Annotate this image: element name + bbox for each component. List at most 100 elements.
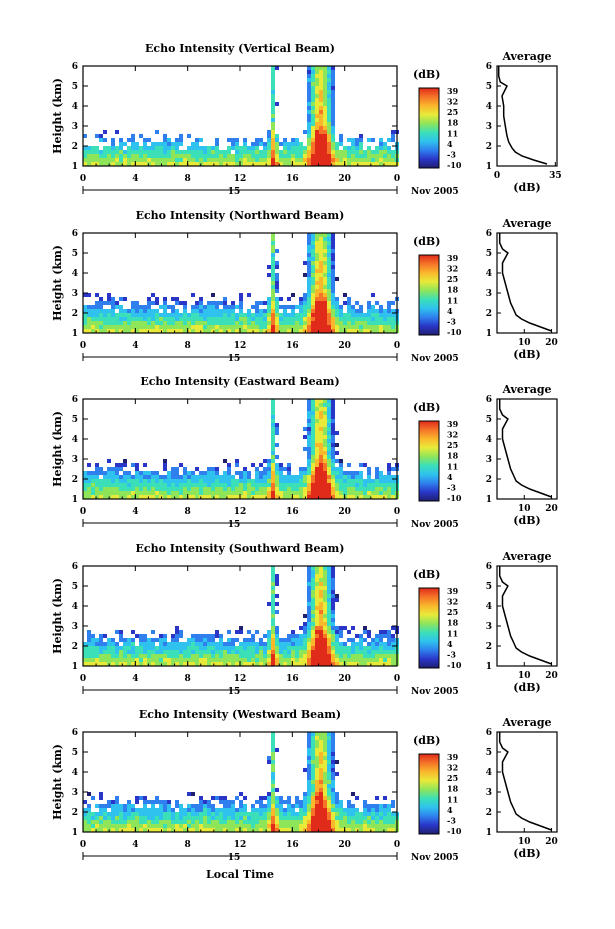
echo-cell [367,642,371,646]
echo-cell [99,479,103,483]
echo-cell [83,491,87,495]
echo-cell [99,158,103,162]
echo-cell [103,309,107,313]
echo-cell [299,154,303,158]
echo-cell [307,130,311,134]
colorbar-tick-label: 18 [447,451,459,461]
echo-cell [123,808,127,812]
echo-cell [211,820,215,824]
echo-cell [223,471,227,475]
echo-cell [319,732,323,736]
echo-cell [99,812,103,816]
echo-cell [311,403,315,407]
echo-cell [291,146,295,150]
echo-cell [331,154,335,158]
echo-cell [143,325,147,329]
echo-cell [279,150,283,154]
echo-cell [279,491,283,495]
echo-cell [143,475,147,479]
echo-cell [319,792,323,796]
echo-cell [99,301,103,305]
echo-cell [255,325,259,329]
echo-cell [327,650,331,654]
echo-cell [251,305,255,309]
echo-cell [243,138,247,142]
echo-cell [231,487,235,491]
echo-cell [107,804,111,808]
echo-cell [391,646,395,650]
colorbar-tick-label: 25 [447,274,458,284]
echo-cell [219,150,223,154]
echo-cell [135,321,139,325]
echo-cell [359,638,363,642]
echo-cell [259,491,263,495]
echo-cell [127,479,131,483]
echo-cell [139,495,143,499]
echo-cell [315,86,319,90]
avg-y-tick-label: 1 [486,162,492,172]
echo-cell [95,658,99,662]
echo-cell [311,86,315,90]
echo-cell [359,321,363,325]
echo-cell [363,828,367,832]
echo-cell [359,471,363,475]
echo-cell [207,150,211,154]
echo-cell [275,475,279,479]
echo-cell [387,313,391,317]
echo-cell [111,158,115,162]
echo-cell [203,634,207,638]
echo-cell [143,305,147,309]
echo-cell [339,824,343,828]
echo-cell [147,662,151,666]
echo-cell [331,257,335,261]
echo-cell [299,479,303,483]
echo-cell [311,158,315,162]
echo-cell [371,812,375,816]
echo-cell [287,808,291,812]
echo-cell [247,329,251,333]
echo-cell [123,638,127,642]
echo-cell [315,495,319,499]
echo-cell [339,463,343,467]
echo-cell [287,804,291,808]
echo-cell [171,313,175,317]
echo-cell [327,82,331,86]
echo-cell [255,138,259,142]
echo-cell [107,313,111,317]
echo-cell [379,317,383,321]
echo-cell [283,487,287,491]
echo-cell [387,467,391,471]
echo-cell [107,475,111,479]
echo-cell [207,662,211,666]
echo-cell [99,325,103,329]
echo-cell [179,828,183,832]
echo-cell [251,491,255,495]
echo-cell [231,638,235,642]
echo-cell [123,162,127,166]
echo-cell [327,265,331,269]
echo-cell [311,265,315,269]
echo-cell [259,804,263,808]
echo-cell [199,317,203,321]
echo-cell [311,130,315,134]
echo-cell [351,305,355,309]
echo-cell [271,732,275,736]
echo-cell [323,411,327,415]
echo-cell [91,646,95,650]
echo-cell [391,309,395,313]
month-label: Nov 2005 [411,187,459,197]
echo-cell [215,820,219,824]
echo-cell [287,812,291,816]
echo-cell [123,317,127,321]
echo-cell [319,487,323,491]
echo-cell [199,491,203,495]
echo-cell [119,154,123,158]
echo-cell [267,804,271,808]
echo-cell [311,736,315,740]
echo-cell [95,146,99,150]
echo-cell [367,828,371,832]
echo-cell [347,154,351,158]
echo-cell [275,134,279,138]
echo-cell [111,495,115,499]
